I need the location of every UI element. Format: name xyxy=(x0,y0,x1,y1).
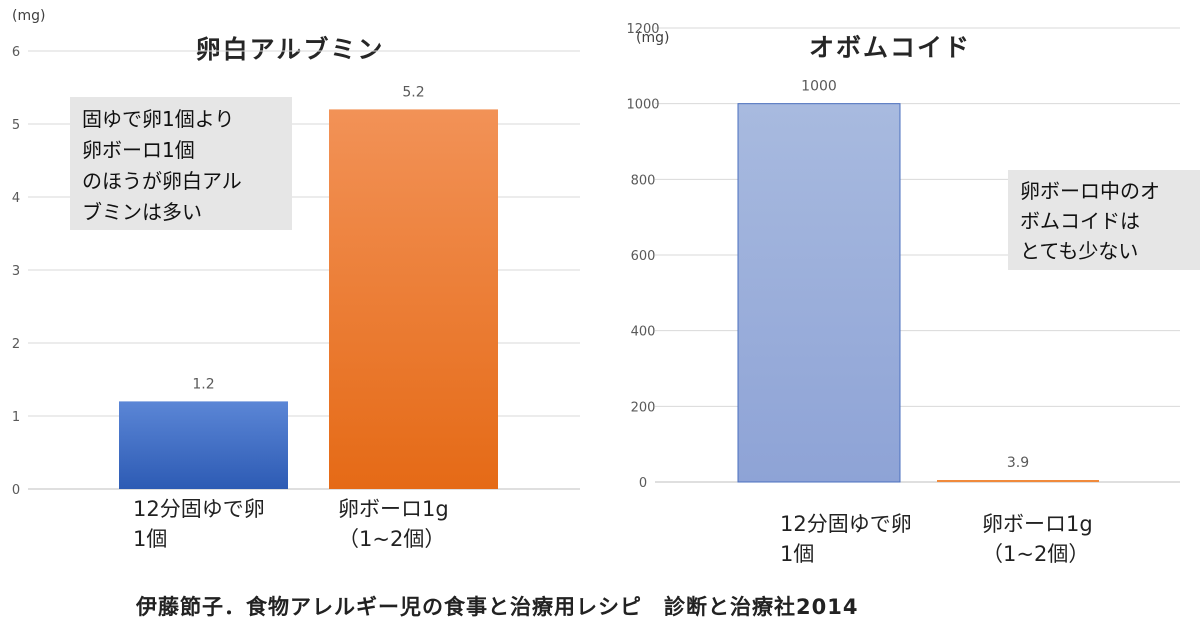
chart-title: 卵白アルブミン xyxy=(196,35,385,64)
data-labels: 1000 3.9 xyxy=(801,79,1029,471)
y-unit-label: (mg) xyxy=(12,8,45,24)
y-tick-label: 5 xyxy=(12,118,20,133)
y-tick-label: 6 xyxy=(12,45,20,60)
annotation-line: ボムコイドは xyxy=(1020,209,1140,233)
y-tick-label: 800 xyxy=(631,173,656,188)
category-labels: 12分固ゆで卵 1個 卵ボーロ1g （1~2個） xyxy=(133,497,449,551)
annotation-line: 固ゆで卵1個より xyxy=(82,107,234,131)
data-labels: 1.2 5.2 xyxy=(192,84,424,392)
y-tick-label: 0 xyxy=(639,476,647,491)
chart-albumin: (mg) 卵白アルブミン 0 1 2 3 4 5 6 1.2 5.2 12分固ゆで卵 1個 卵… xyxy=(12,8,580,551)
y-unit-label: (mg) xyxy=(636,30,669,46)
bar xyxy=(119,401,288,489)
y-tick-label: 1000 xyxy=(626,98,659,113)
y-tick-label: 200 xyxy=(631,400,656,415)
bar xyxy=(329,109,498,490)
y-tick-label: 600 xyxy=(631,249,656,264)
category-label-2-line2: （1~2個） xyxy=(338,527,445,551)
bar xyxy=(937,480,1099,482)
y-tick-label: 3 xyxy=(12,264,20,279)
category-label-2-line2: （1~2個） xyxy=(982,542,1089,566)
annotation-line: 卵ボーロ中のオ xyxy=(1020,179,1160,203)
annotation-line: のほうが卵白アル xyxy=(82,169,242,193)
annotation-line: ブミンは多い xyxy=(82,200,202,224)
y-tick-label: 2 xyxy=(12,337,20,352)
bars xyxy=(119,109,498,490)
citation: 伊藤節子．食物アレルギー児の食事と治療用レシピ 診断と治療社2014 xyxy=(135,595,858,619)
category-label-2-line1: 卵ボーロ1g xyxy=(338,497,449,521)
category-label-1-line2: 1個 xyxy=(780,542,814,566)
category-label-1-line1: 12分固ゆで卵 xyxy=(780,512,912,536)
y-tick-label: 0 xyxy=(12,483,20,498)
bars xyxy=(737,103,1099,483)
annotation-box: 卵ボーロ中のオ ボムコイドは とても少ない xyxy=(1008,170,1200,270)
y-tick-label: 400 xyxy=(631,325,656,340)
category-labels: 12分固ゆで卵 1個 卵ボーロ1g （1~2個） xyxy=(780,512,1093,566)
chart-ovomucoid: (mg) オボムコイド 0 200 400 600 800 1000 1200 1000 3.… xyxy=(626,22,1200,566)
data-label: 1000 xyxy=(801,79,837,95)
data-label: 1.2 xyxy=(192,376,214,392)
y-axis-ticks: 0 1 2 3 4 5 6 xyxy=(12,45,20,498)
data-label: 5.2 xyxy=(402,84,424,100)
annotation-line: とても少ない xyxy=(1020,239,1138,263)
category-label-1-line2: 1個 xyxy=(133,527,167,551)
y-axis-ticks: 0 200 400 600 800 1000 1200 xyxy=(626,22,659,491)
chart-title: オボムコイド xyxy=(809,33,971,62)
y-tick-label: 1200 xyxy=(626,22,659,37)
annotation-line: 卵ボーロ1個 xyxy=(82,138,195,162)
category-label-2-line1: 卵ボーロ1g xyxy=(982,512,1093,536)
bar xyxy=(737,103,901,483)
category-label-1-line1: 12分固ゆで卵 xyxy=(133,497,265,521)
annotation-box: 固ゆで卵1個より 卵ボーロ1個 のほうが卵白アル ブミンは多い xyxy=(70,97,292,230)
y-tick-label: 1 xyxy=(12,410,20,425)
y-tick-label: 4 xyxy=(12,191,20,206)
data-label: 3.9 xyxy=(1007,455,1029,471)
